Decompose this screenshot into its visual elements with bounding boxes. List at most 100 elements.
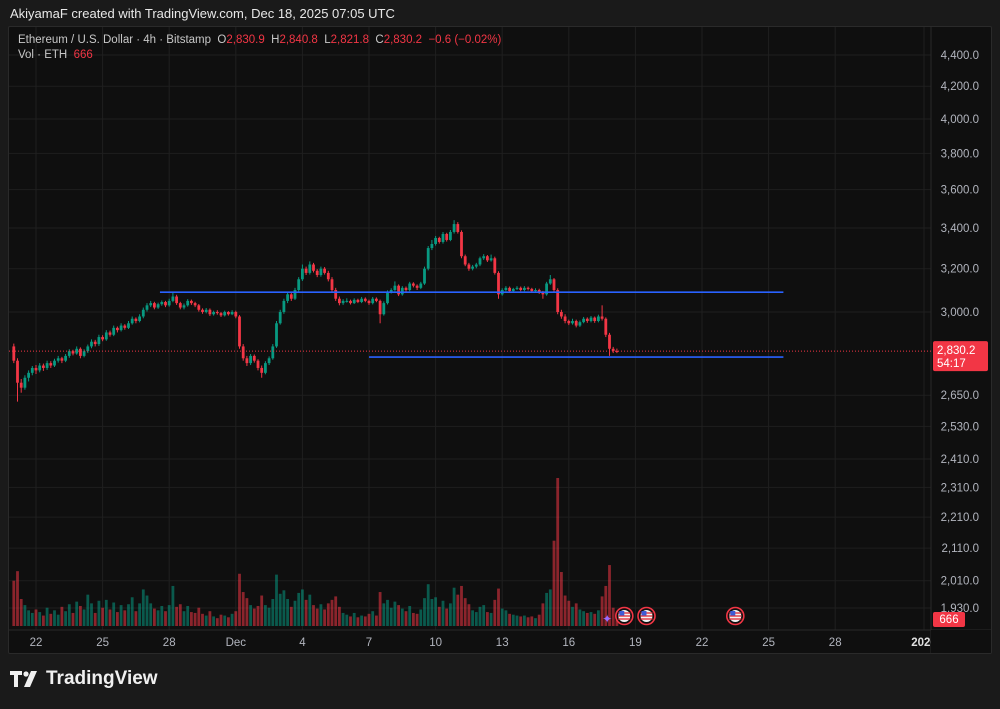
volume-bar — [312, 605, 315, 626]
candle-body — [386, 292, 389, 304]
volume-bar — [304, 599, 308, 626]
chart-panel[interactable]: Ethereum / U.S. Dollar · 4h · Bitstamp O… — [8, 26, 992, 654]
price-tick-label: 2,650.0 — [941, 390, 979, 402]
event-star-icon[interactable]: ✦ — [602, 612, 612, 626]
volume-bar — [64, 611, 67, 626]
volume-bar — [297, 592, 301, 626]
volume-bar — [260, 595, 264, 626]
price-tick-label: 3,400.0 — [941, 223, 979, 235]
volume-bar — [423, 598, 426, 626]
volume-bar — [190, 612, 193, 626]
candle-body — [415, 285, 419, 288]
candle-body — [326, 272, 330, 280]
candle-body — [278, 312, 282, 324]
current-price-tag-bg — [933, 341, 988, 372]
candle-body — [560, 312, 563, 317]
price-tick-label: 3,000.0 — [941, 307, 979, 319]
candle-body — [193, 303, 197, 306]
candle-body — [260, 367, 264, 373]
candle-body — [275, 323, 278, 347]
candle-body — [171, 296, 175, 301]
volume-bar — [167, 605, 171, 626]
volume-bar — [56, 614, 60, 626]
candle-body — [267, 358, 271, 364]
volume-bar — [389, 607, 393, 626]
volume-bar — [593, 613, 597, 626]
price-tick-label: 1,930.0 — [941, 603, 979, 615]
date-tick-label: 19 — [629, 637, 642, 649]
volume-bar — [208, 611, 212, 626]
ohlc-legend: Ethereum / U.S. Dollar · 4h · Bitstamp O… — [18, 33, 501, 48]
volume-value: 666 — [73, 49, 93, 61]
us-flag-event-icon[interactable] — [614, 606, 634, 626]
volume-bar — [193, 612, 197, 626]
candle-body — [112, 327, 116, 335]
volume-bar — [104, 599, 108, 626]
candle-body — [67, 351, 71, 356]
volume-bar — [178, 604, 182, 626]
candle-body — [219, 313, 223, 316]
price-tick-label: 4,000.0 — [941, 114, 979, 126]
candle-body — [141, 309, 145, 317]
volume-bar — [386, 599, 389, 626]
volume-bar — [571, 606, 574, 626]
candle-body — [204, 309, 208, 312]
volume-bar — [267, 607, 271, 626]
volume-bar — [545, 592, 548, 626]
volume-bar — [338, 606, 341, 626]
candle-body — [382, 303, 386, 315]
volume-bar — [489, 612, 493, 626]
candle-body — [578, 322, 582, 326]
candle-body — [486, 256, 489, 261]
volume-bar — [16, 571, 19, 626]
price-chart[interactable]: 4,400.0 4,200.0 4,000.0 3,800.0 3,600.0 3,400… — [9, 27, 992, 654]
volume-bar — [90, 603, 93, 626]
us-flag-event-icon[interactable] — [725, 606, 745, 626]
volume-bar — [604, 585, 608, 626]
candle-body — [567, 321, 571, 324]
volume-bar — [397, 605, 400, 626]
candle-body — [301, 268, 304, 280]
candle-body — [389, 289, 393, 293]
volume-bar — [67, 604, 71, 626]
candle-body — [452, 224, 456, 232]
flag-stripe — [640, 615, 653, 617]
candle-body — [574, 321, 578, 326]
volume-bar — [149, 603, 153, 626]
volume-bar — [130, 597, 134, 626]
volume-bar — [301, 589, 304, 626]
volume-bar — [560, 572, 563, 626]
candle-body — [241, 346, 245, 359]
volume-bar — [138, 603, 141, 626]
volume-bar — [486, 612, 489, 626]
candle-body — [197, 305, 201, 310]
candle-body — [338, 298, 341, 304]
open-value: 2,830.9 — [226, 34, 265, 46]
current-price-tag: 2,830.254:17 — [933, 341, 988, 372]
volume-bar — [75, 601, 79, 626]
candle-body — [404, 287, 408, 290]
volume-bar — [234, 611, 238, 626]
candle-body — [178, 303, 182, 308]
volume-bar — [326, 603, 330, 626]
volume-bar — [319, 604, 323, 626]
change-value: −0.6 (−0.02%) — [428, 34, 502, 46]
volume-bar — [515, 615, 519, 626]
volume-bar — [437, 606, 441, 626]
symbol-title[interactable]: Ethereum / U.S. Dollar · 4h · Bitstamp — [18, 34, 212, 46]
candle-body — [449, 231, 452, 240]
volume-bar — [197, 607, 201, 626]
candle-body — [423, 268, 426, 284]
candle-body — [130, 318, 134, 324]
volume-bar — [219, 614, 223, 626]
candle-body — [123, 325, 127, 328]
volume-bar — [153, 608, 156, 626]
volume-label[interactable]: Vol · ETH — [18, 49, 68, 61]
candle-body — [153, 303, 156, 308]
volume-bar — [467, 604, 471, 626]
us-flag-event-icon[interactable] — [637, 606, 656, 626]
tradingview-logo[interactable]: TradingView — [10, 668, 158, 690]
volume-bar — [19, 599, 23, 626]
candle-body — [319, 268, 323, 276]
volume-bar — [526, 617, 530, 626]
